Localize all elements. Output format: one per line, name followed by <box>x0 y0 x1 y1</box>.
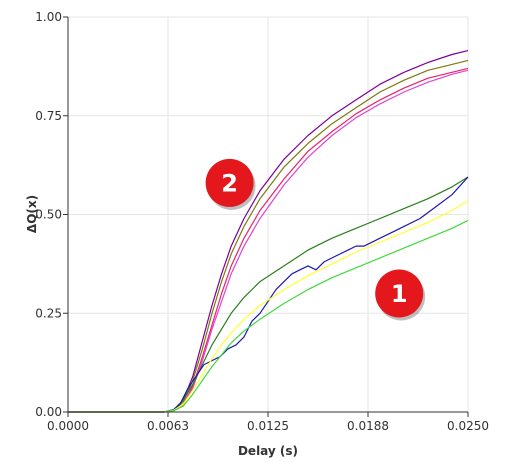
series-line-8 <box>68 219 469 413</box>
tick-labels: 0.0000 0.0063 0.0125 0.0188 0.0250 0.00 0.25 0.… <box>35 10 489 433</box>
annotation-badge <box>205 158 254 207</box>
y-tick-label: 1.00 <box>35 10 62 24</box>
x-tick-label: 0.0188 <box>347 419 389 433</box>
x-tick-label: 0.0125 <box>247 419 289 433</box>
y-tick-label: 0.75 <box>35 109 62 123</box>
x-axis-title: Delay (s) <box>238 444 298 458</box>
grid <box>67 16 469 413</box>
axes <box>63 16 469 417</box>
y-tick-label: 0.00 <box>35 405 62 419</box>
annotation-badge-label: 2 <box>221 169 238 197</box>
y-tick-label: 0.50 <box>35 208 62 222</box>
y-axis-title: ΔQ(x) <box>25 195 39 233</box>
annotation-badge-label: 1 <box>391 280 408 308</box>
x-tick-label: 0.0250 <box>447 419 489 433</box>
series-line-7 <box>68 200 469 413</box>
series-line-1 <box>68 50 469 413</box>
annotation-badges: 21 <box>205 158 426 321</box>
series-line-6 <box>68 176 469 413</box>
y-tick-label: 0.25 <box>35 306 62 320</box>
series-line-5 <box>68 176 469 413</box>
annotation-badge <box>375 269 424 318</box>
x-tick-label: 0.0000 <box>47 419 89 433</box>
x-tick-label: 0.0063 <box>147 419 189 433</box>
series-lines <box>68 50 469 413</box>
